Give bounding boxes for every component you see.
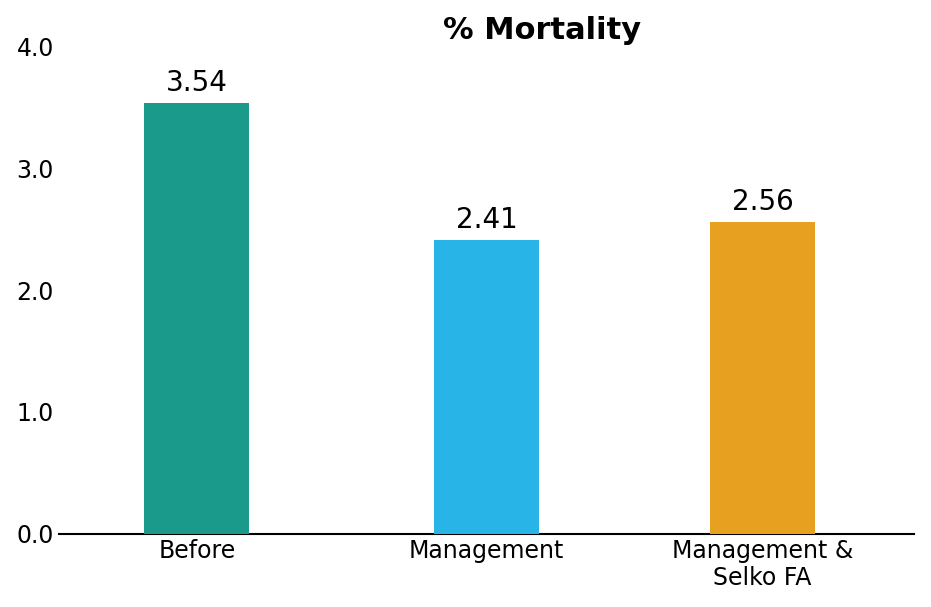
Text: 2.41: 2.41 — [456, 206, 518, 234]
Bar — [710, 222, 815, 534]
Text: % Mortality: % Mortality — [443, 16, 641, 45]
Text: 3.54: 3.54 — [166, 69, 228, 97]
Bar — [144, 103, 250, 534]
Bar — [434, 240, 539, 534]
Text: 2.56: 2.56 — [732, 188, 793, 216]
